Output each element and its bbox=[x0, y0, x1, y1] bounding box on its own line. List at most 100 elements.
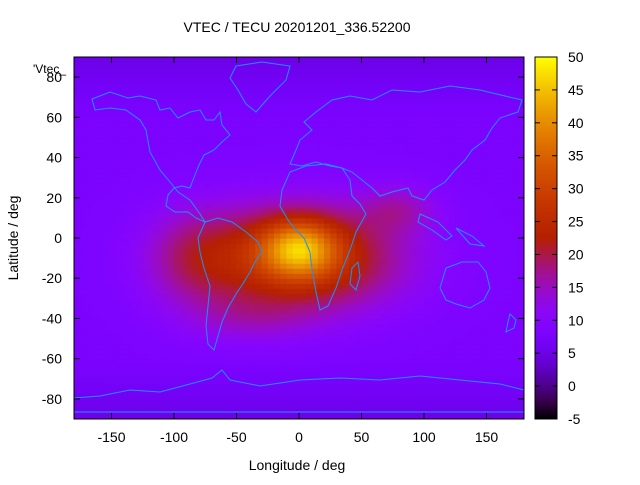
heatmap-cell bbox=[399, 388, 406, 395]
heatmap-cell bbox=[399, 82, 406, 88]
heatmap-cell bbox=[449, 328, 456, 335]
heatmap-cell bbox=[355, 253, 363, 259]
heatmap-cell bbox=[255, 202, 263, 209]
heatmap-cell bbox=[392, 308, 400, 315]
heatmap-cell bbox=[417, 383, 425, 390]
heatmap-cell bbox=[199, 253, 206, 259]
heatmap-cell bbox=[249, 378, 256, 385]
heatmap-cell bbox=[255, 373, 263, 380]
heatmap-cell bbox=[449, 147, 456, 154]
heatmap-cell bbox=[80, 313, 88, 320]
heatmap-cell bbox=[180, 82, 188, 88]
heatmap-cell bbox=[117, 102, 125, 108]
heatmap-cell bbox=[205, 142, 213, 149]
heatmap-cell bbox=[205, 97, 213, 103]
heatmap-cell bbox=[355, 348, 363, 355]
heatmap-cell bbox=[430, 97, 438, 103]
heatmap-cell bbox=[405, 338, 413, 345]
heatmap-cell bbox=[499, 132, 506, 139]
heatmap-cell bbox=[349, 393, 356, 400]
heatmap-cell bbox=[299, 343, 306, 350]
heatmap-cell bbox=[111, 363, 119, 370]
heatmap-cell bbox=[80, 122, 88, 128]
heatmap-cell bbox=[349, 278, 356, 284]
heatmap-cell bbox=[305, 137, 313, 144]
heatmap-cell bbox=[186, 217, 194, 224]
heatmap-cell bbox=[399, 323, 406, 330]
heatmap-cell bbox=[111, 313, 119, 320]
heatmap-cell bbox=[86, 353, 94, 360]
heatmap-cell bbox=[80, 358, 88, 365]
heatmap-cell bbox=[449, 212, 456, 219]
heatmap-cell bbox=[330, 318, 338, 325]
heatmap-cell bbox=[374, 383, 381, 390]
heatmap-cell bbox=[261, 258, 269, 264]
heatmap-cell bbox=[330, 348, 338, 355]
heatmap-cell bbox=[386, 92, 394, 98]
heatmap-cell bbox=[299, 197, 306, 204]
heatmap-cell bbox=[105, 393, 113, 400]
heatmap-cell bbox=[380, 348, 388, 355]
heatmap-cell bbox=[430, 147, 438, 154]
heatmap-cell bbox=[224, 117, 231, 123]
heatmap-cell bbox=[142, 177, 150, 184]
heatmap-cell bbox=[280, 313, 288, 320]
heatmap-cell bbox=[511, 162, 519, 169]
heatmap-cell bbox=[286, 202, 294, 209]
heatmap-cell bbox=[217, 207, 225, 214]
heatmap-cell bbox=[386, 157, 394, 164]
heatmap-cell bbox=[86, 122, 94, 128]
heatmap-cell bbox=[124, 127, 131, 134]
heatmap-cell bbox=[180, 162, 188, 169]
heatmap-cell bbox=[292, 368, 300, 375]
heatmap-cell bbox=[130, 222, 138, 229]
heatmap-cell bbox=[149, 248, 156, 254]
heatmap-cell bbox=[461, 308, 469, 315]
heatmap-cell bbox=[380, 192, 388, 199]
heatmap-cell bbox=[161, 127, 169, 134]
heatmap-cell bbox=[117, 167, 125, 174]
heatmap-cell bbox=[180, 127, 188, 134]
heatmap-cell bbox=[405, 157, 413, 164]
heatmap-cell bbox=[155, 92, 163, 98]
heatmap-cell bbox=[124, 278, 131, 284]
heatmap-cell bbox=[261, 82, 269, 88]
heatmap-cell bbox=[167, 82, 175, 88]
heatmap-cell bbox=[324, 207, 331, 214]
heatmap-cell bbox=[111, 207, 119, 214]
heatmap-cell bbox=[442, 413, 450, 419]
heatmap-cell bbox=[167, 102, 175, 108]
heatmap-cell bbox=[374, 77, 381, 83]
heatmap-cell bbox=[242, 157, 250, 164]
heatmap-cell bbox=[449, 87, 456, 93]
heatmap-cell bbox=[86, 172, 94, 179]
heatmap-cell bbox=[449, 288, 456, 294]
heatmap-cell bbox=[155, 253, 163, 259]
heatmap-cell bbox=[192, 273, 200, 279]
heatmap-cell bbox=[92, 303, 100, 309]
heatmap-cell bbox=[461, 238, 469, 244]
heatmap-cell bbox=[205, 388, 213, 395]
heatmap-cell bbox=[286, 273, 294, 279]
heatmap-cell bbox=[274, 333, 281, 340]
heatmap-cell bbox=[105, 388, 113, 395]
heatmap-cell bbox=[92, 207, 100, 214]
heatmap-cell bbox=[149, 398, 156, 405]
heatmap-cell bbox=[130, 232, 138, 239]
heatmap-cell bbox=[442, 373, 450, 380]
heatmap-cell bbox=[224, 147, 231, 154]
heatmap-cell bbox=[111, 87, 119, 93]
heatmap-cell bbox=[117, 358, 125, 365]
heatmap-cell bbox=[186, 368, 194, 375]
heatmap-cell bbox=[480, 283, 488, 289]
heatmap-cell bbox=[149, 92, 156, 98]
heatmap-cell bbox=[324, 112, 331, 118]
heatmap-cell bbox=[99, 232, 106, 239]
heatmap-cell bbox=[186, 202, 194, 209]
heatmap-cell bbox=[236, 77, 244, 83]
heatmap-cell bbox=[199, 172, 206, 179]
heatmap-cell bbox=[99, 343, 106, 350]
heatmap-cell bbox=[374, 283, 381, 289]
heatmap-cell bbox=[167, 303, 175, 309]
heatmap-cell bbox=[130, 368, 138, 375]
